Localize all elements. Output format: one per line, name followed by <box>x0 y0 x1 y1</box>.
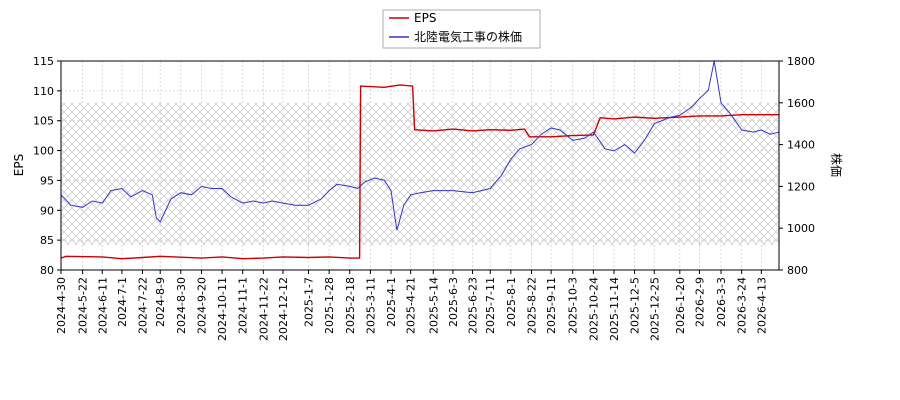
left-tick-label: 90 <box>40 204 54 217</box>
left-axis: 80 85 90 95 100 105 110 115 <box>33 55 61 277</box>
x-tick-label: 2025-1-28 <box>323 277 336 334</box>
left-tick-label: 105 <box>33 115 54 128</box>
x-tick-label: 2025-4-1 <box>385 277 398 327</box>
right-tick-label: 800 <box>787 264 808 277</box>
x-tick-label: 2025-10-24 <box>587 277 600 341</box>
x-tick-label: 2024-11-1 <box>237 277 250 334</box>
x-tick-label: 2024-12-12 <box>277 277 290 341</box>
x-tick-label: 2024-8-30 <box>175 277 188 334</box>
stock-price-line <box>61 61 779 231</box>
grid <box>60 60 779 271</box>
x-tick-label: 2025-3-11 <box>364 277 377 334</box>
x-tick-label: 2025-6-23 <box>467 277 480 334</box>
x-tick-label: 2024-7-22 <box>137 277 150 334</box>
x-tick-label: 2024-4-30 <box>55 277 68 334</box>
x-tick-label: 2026-3-3 <box>715 277 728 327</box>
legend-box <box>382 9 541 49</box>
x-tick-label: 2025-5-14 <box>427 277 440 334</box>
left-tick-label: 85 <box>40 234 54 247</box>
x-axis: 2024-4-30 2024-5-22 2024-6-11 2024-7-1 2024-… <box>55 270 768 341</box>
x-tick-label: 2024-8-9 <box>154 277 167 327</box>
right-tick-label: 1600 <box>787 97 815 110</box>
x-tick-label: 2025-12-5 <box>629 277 642 334</box>
left-tick-label: 95 <box>40 174 54 187</box>
series-layer <box>61 61 779 260</box>
plot-frame <box>60 60 780 271</box>
x-tick-label: 2025-2-18 <box>344 277 357 334</box>
x-tick-label: 2025-8-22 <box>525 277 538 334</box>
left-tick-label: 110 <box>33 85 54 98</box>
x-tick-label: 2026-2-9 <box>693 277 706 327</box>
x-tick-label: 2025-1-7 <box>303 277 316 327</box>
y-axis-right-label: 株価 <box>829 153 844 177</box>
right-tick-label: 1000 <box>787 222 815 235</box>
legend: EPS 北陸電気工事の株価 <box>382 9 541 49</box>
right-tick-label: 1800 <box>787 55 815 68</box>
right-axis: 800 1000 1200 1400 1600 1800 <box>779 55 815 277</box>
x-tick-label: 2025-11-14 <box>608 277 621 341</box>
x-tick-label: 2026-1-20 <box>674 277 687 334</box>
x-tick-label: 2024-9-20 <box>195 277 208 334</box>
eps-line <box>61 84 779 260</box>
left-tick-label: 115 <box>33 55 54 68</box>
right-tick-label: 1200 <box>787 180 815 193</box>
x-tick-label: 2024-7-1 <box>116 277 129 327</box>
x-tick-label: 2025-7-11 <box>484 277 497 334</box>
hatched-band <box>61 102 779 245</box>
x-tick-label: 2025-6-3 <box>447 277 460 327</box>
x-tick-label: 2025-12-25 <box>648 277 661 341</box>
right-tick-label: 1400 <box>787 139 815 152</box>
x-tick-label: 2024-5-22 <box>77 277 90 334</box>
x-tick-label: 2025-10-3 <box>567 277 580 334</box>
x-tick-label: 2026-4-13 <box>755 277 768 334</box>
left-tick-label: 80 <box>40 264 54 277</box>
left-tick-label: 100 <box>33 145 54 158</box>
y-axis-left-label: EPS <box>12 154 26 176</box>
x-tick-label: 2025-9-11 <box>545 277 558 334</box>
x-tick-label: 2024-11-22 <box>257 277 270 341</box>
x-tick-label: 2025-8-1 <box>505 277 518 327</box>
x-tick-label: 2024-6-11 <box>96 277 109 334</box>
legend-label-price: 北陸電気工事の株価 <box>414 29 522 44</box>
x-tick-label: 2024-10-11 <box>216 277 229 341</box>
x-tick-label: 2025-4-21 <box>405 277 418 334</box>
legend-label-eps: EPS <box>414 11 436 25</box>
x-tick-label: 2026-3-24 <box>736 277 749 334</box>
